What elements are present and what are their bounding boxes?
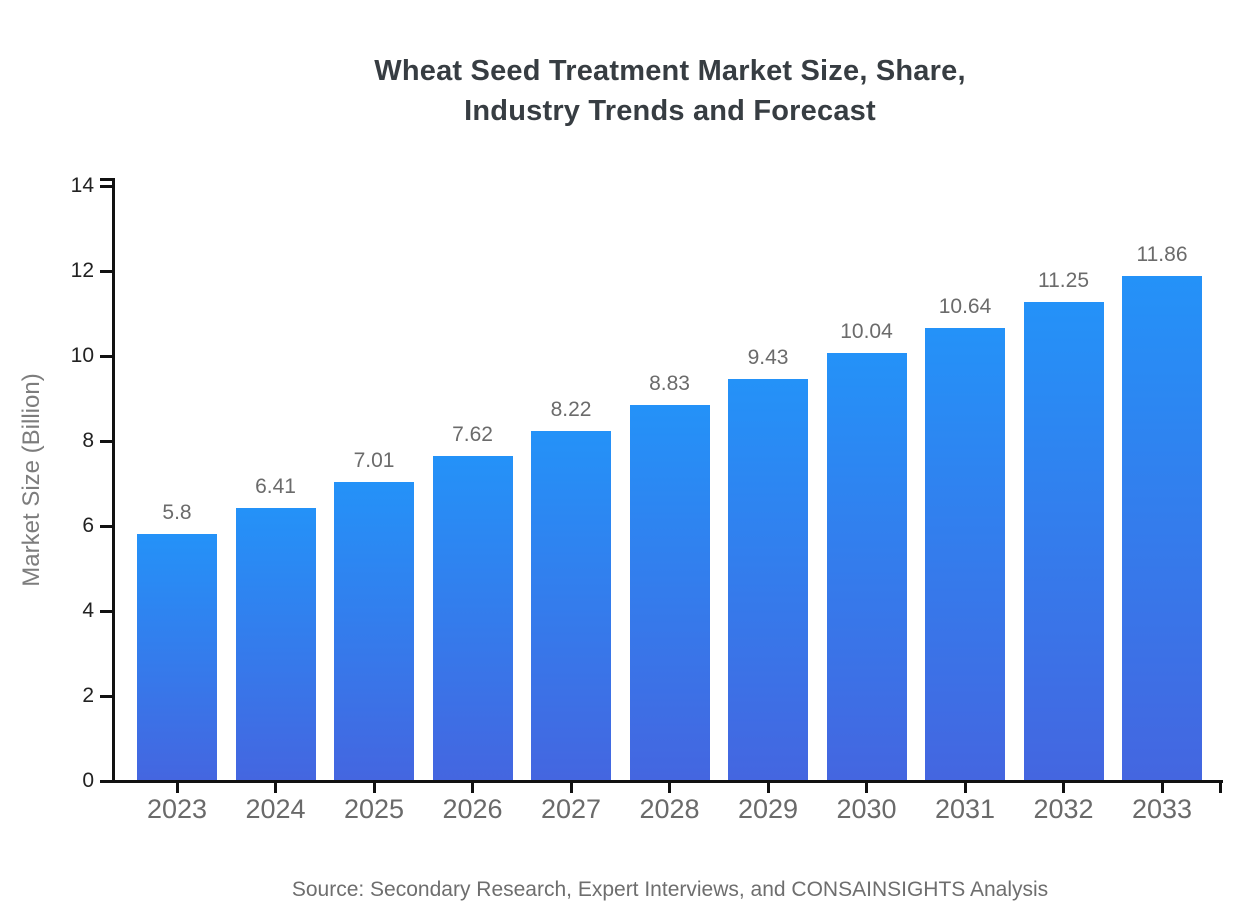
bar-value-label: 11.25 [1038,268,1089,292]
x-tick [175,783,179,793]
bar [629,404,710,780]
y-tick [100,269,112,273]
y-tick [100,524,112,528]
chart-title-line1: Wheat Seed Treatment Market Size, Share, [374,55,966,87]
bar-value-label: 8.22 [550,397,592,421]
bar [334,482,414,780]
y-tick-label: 4 [82,599,94,622]
bar [1023,301,1104,780]
x-tick-label: 2032 [1033,794,1094,824]
y-tick-label: 6 [82,514,94,537]
y-tick [100,439,112,443]
x-tick-label: 2028 [639,794,700,824]
y-tick [100,184,112,188]
bar-value-label: 10.64 [938,294,992,318]
y-tick [100,609,112,613]
bar [432,456,513,780]
y-tick-label: 0 [82,769,94,792]
y-tick [100,779,112,783]
x-tick-label: 2033 [1131,794,1193,824]
y-tick-label: 10 [70,344,94,367]
bar [1122,275,1202,780]
y-tick-label: 14 [70,174,94,197]
x-tick [1062,783,1065,793]
bar-value-label: 11.86 [1136,242,1188,266]
x-tick-label: 2024 [245,794,306,824]
x-tick [963,783,967,793]
chart-title-line2: Industry Trends and Forecast [464,95,876,127]
bar-value-label: 10.04 [840,320,893,344]
x-tick [569,783,573,793]
x-tick [274,783,277,793]
x-tick [668,783,671,793]
x-axis-line [112,780,1223,783]
bar-value-label: 9.43 [747,346,789,370]
y-tick [100,694,112,698]
y-tick-label: 8 [82,429,94,452]
bar-value-label: 5.8 [162,500,192,524]
x-tick-label: 2023 [146,794,208,824]
bar [925,327,1005,780]
x-tick [865,783,868,793]
bar-value-label: 8.83 [649,371,690,395]
source-note: Source: Secondary Research, Expert Inter… [291,878,1049,901]
bar [235,507,316,780]
y-tick-label: 12 [70,259,94,282]
x-tick-label: 2030 [836,794,897,824]
x-tick [372,783,376,793]
y-axis-title: Market Size (Billion) [18,373,45,587]
bar [137,533,217,780]
x-tick-label: 2031 [934,794,996,824]
bar [826,353,907,780]
x-axis-end-tick [1218,783,1222,793]
y-axis-endcap-tick [100,178,112,181]
y-tick [100,354,112,358]
x-tick-label: 2027 [540,794,602,824]
y-axis-line [112,178,115,783]
x-tick-label: 2026 [442,794,503,824]
x-tick-label: 2025 [343,794,405,824]
chart-title: Wheat Seed Treatment Market Size, Share,… [140,51,1200,131]
y-tick-label: 2 [82,684,94,707]
bar-value-label: 6.41 [255,474,296,498]
x-tick-label: 2029 [737,794,799,824]
x-tick [1160,783,1164,793]
x-tick [766,783,770,793]
bar [531,430,611,780]
x-tick [471,783,474,793]
bar-value-label: 7.01 [353,449,395,473]
bar [728,379,808,780]
bar-value-label: 7.62 [452,423,493,447]
